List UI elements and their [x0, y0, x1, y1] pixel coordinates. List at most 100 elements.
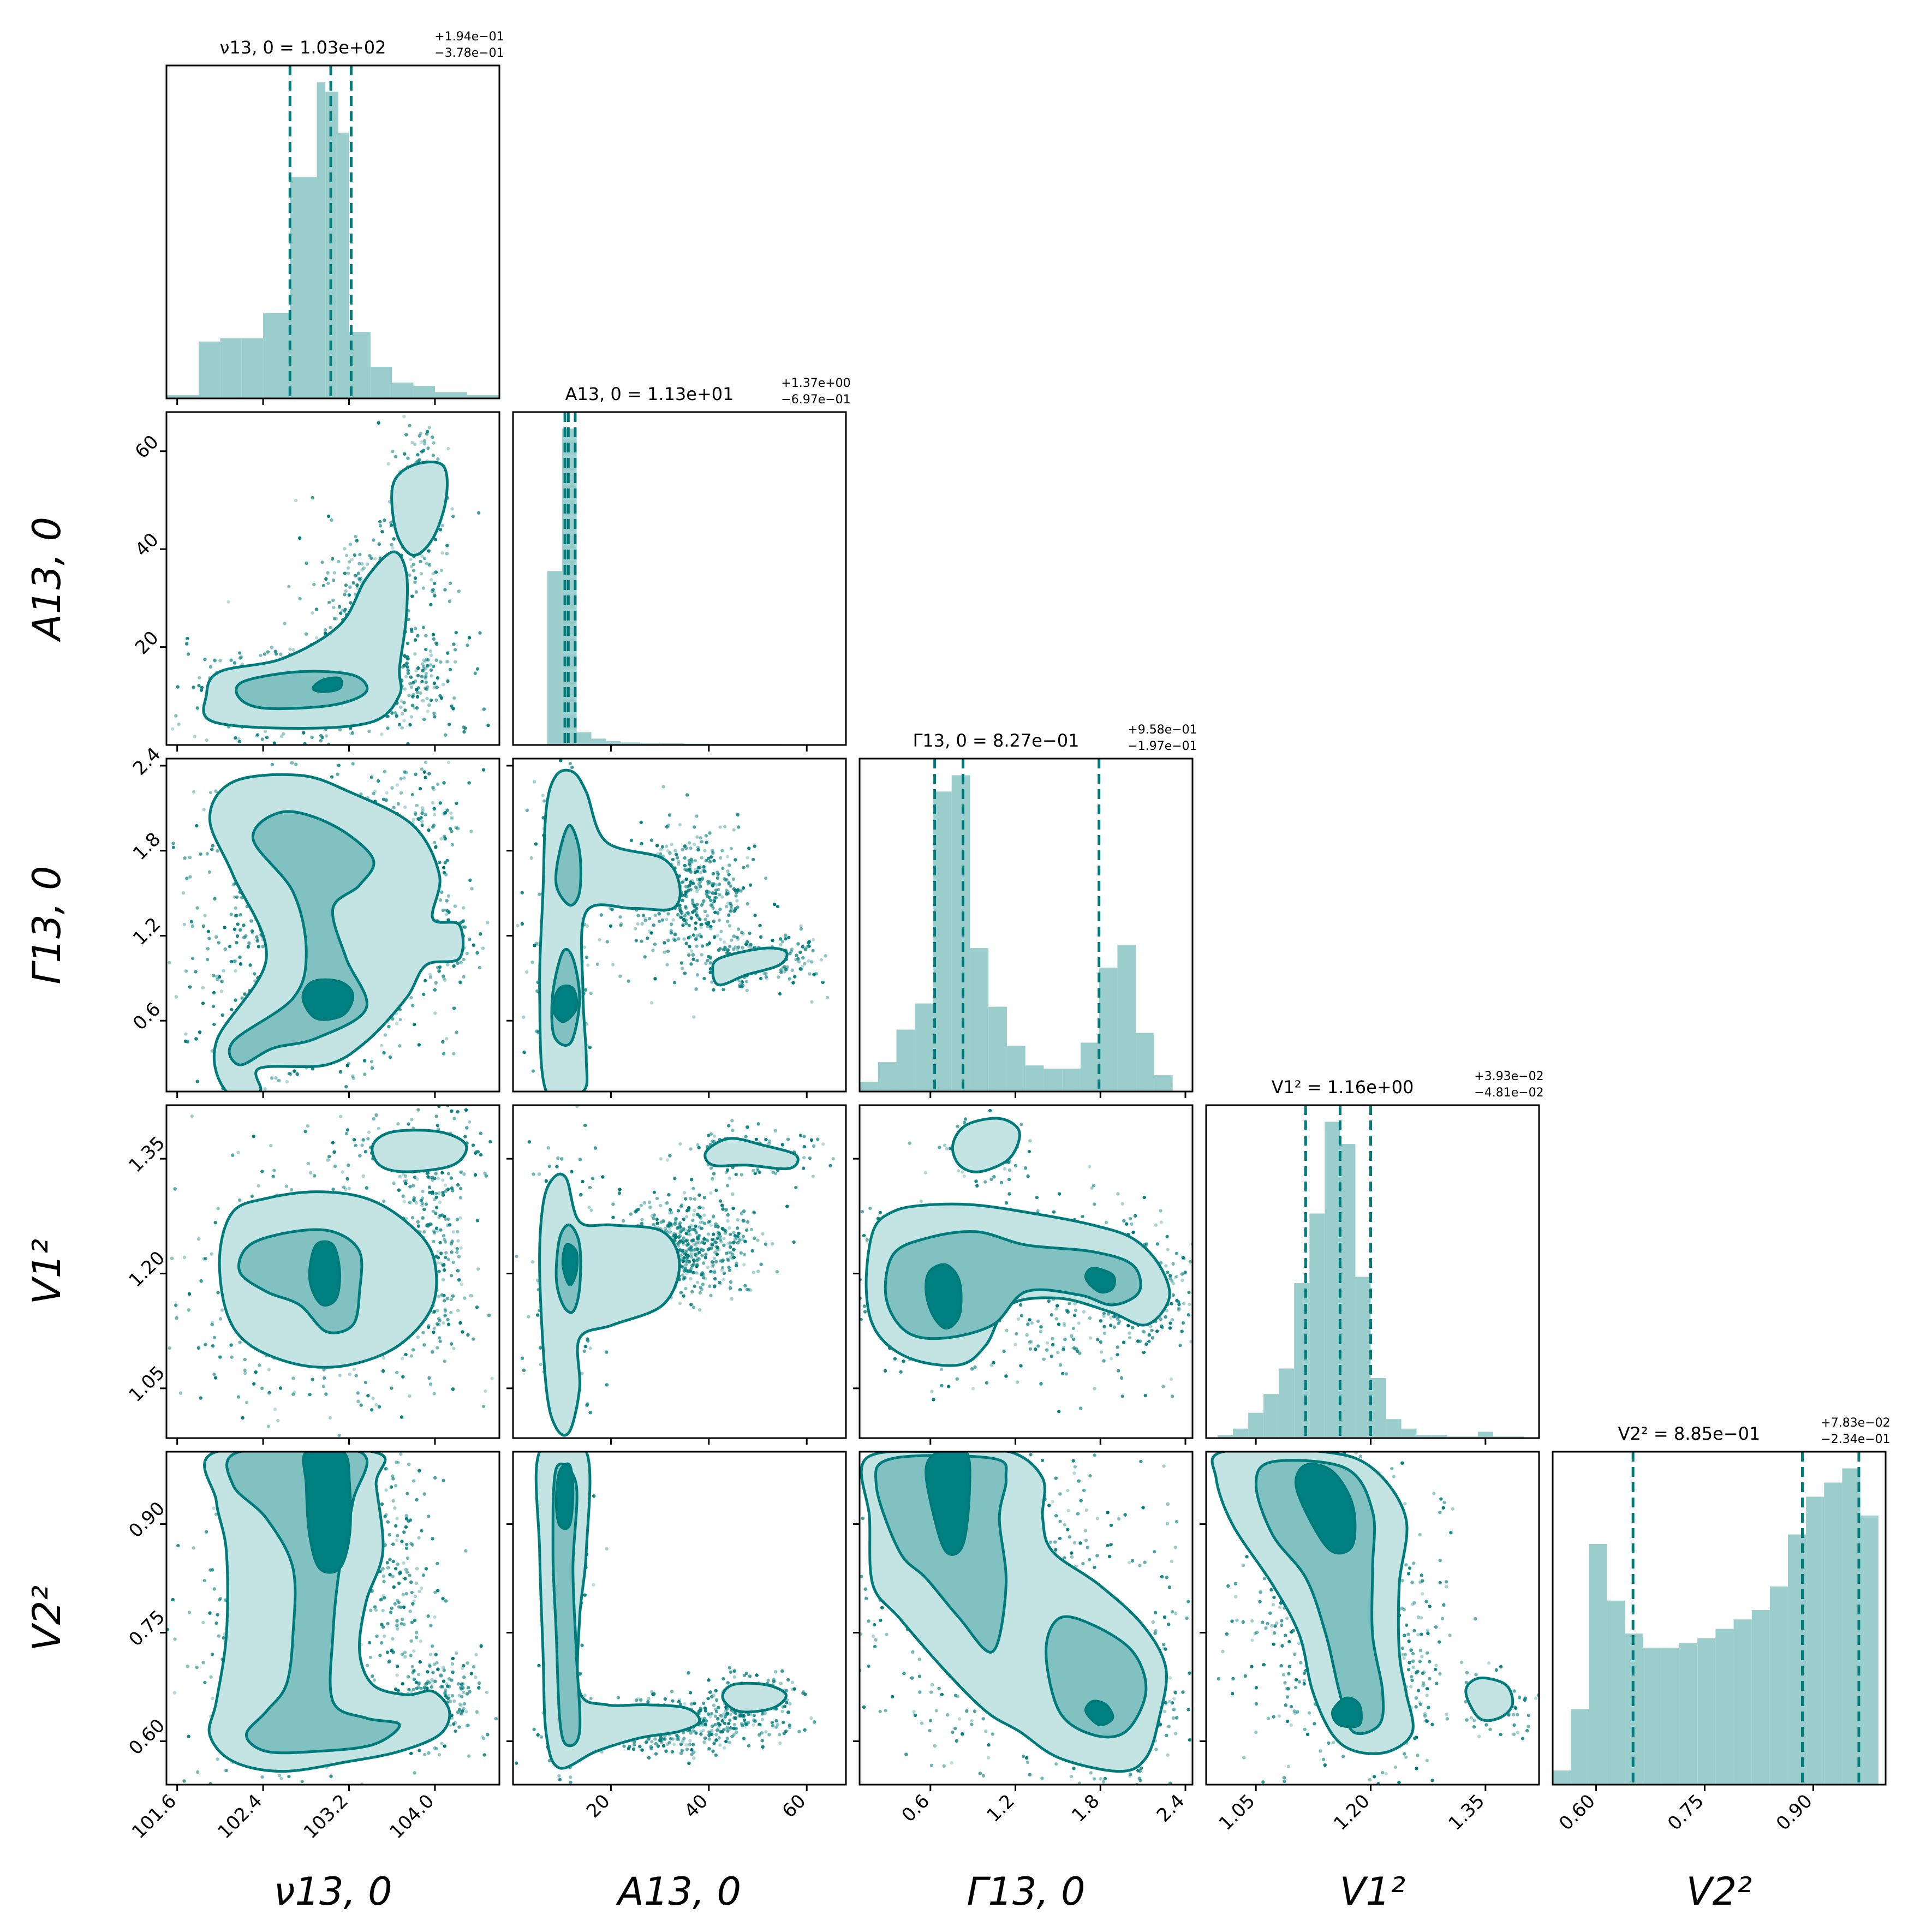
sample-point: [344, 1187, 348, 1191]
sample-point: [732, 828, 736, 832]
sample-point: [751, 857, 755, 862]
sample-point: [643, 919, 647, 922]
sample-point: [745, 1287, 749, 1291]
sample-point: [546, 1146, 550, 1150]
sample-point: [582, 945, 587, 949]
sample-point: [184, 969, 188, 973]
sample-point: [420, 811, 424, 815]
sample-point: [709, 855, 713, 859]
sample-point: [679, 909, 683, 913]
sample-point: [721, 866, 725, 870]
sample-point: [409, 715, 414, 719]
sample-point: [756, 1269, 760, 1273]
sample-point: [700, 1226, 703, 1231]
sample-point: [738, 1238, 742, 1242]
sample-point: [771, 938, 774, 943]
sample-point: [692, 1015, 696, 1019]
sample-point: [428, 663, 432, 667]
sample-point: [448, 581, 452, 585]
sample-point: [431, 454, 435, 457]
sample-point: [360, 562, 364, 566]
sample-point: [693, 842, 696, 846]
sample-point: [785, 965, 789, 969]
sample-point: [369, 556, 373, 560]
sample-point: [391, 1017, 395, 1021]
sample-point: [930, 1390, 934, 1393]
panel-3-0: 1.051.201.35: [124, 1104, 500, 1445]
sample-point: [389, 523, 393, 527]
sample-point: [666, 938, 670, 943]
sample-point: [441, 683, 445, 687]
sample-point: [377, 1126, 381, 1130]
sample-point: [695, 1263, 699, 1267]
sample-point: [731, 1192, 735, 1196]
sample-point: [726, 1258, 730, 1262]
sample-point: [677, 1235, 681, 1239]
sample-point: [332, 617, 337, 621]
sample-point: [737, 979, 741, 983]
sample-point: [678, 823, 682, 827]
sample-point: [429, 653, 433, 657]
sample-point: [304, 632, 308, 636]
sample-point: [413, 638, 418, 642]
sample-point: [533, 944, 536, 947]
sample-point: [665, 1201, 669, 1205]
sample-point: [665, 1158, 670, 1162]
sample-point: [446, 1187, 450, 1191]
sample-point: [732, 1248, 736, 1252]
sample-point: [412, 1184, 415, 1188]
sample-point: [168, 961, 171, 965]
sample-point: [753, 1171, 757, 1176]
sample-point: [351, 581, 355, 585]
sample-point: [687, 841, 691, 845]
sample-point: [403, 770, 407, 774]
sample-point: [611, 1202, 615, 1206]
sample-point: [347, 1062, 351, 1066]
sample-point: [684, 1231, 688, 1236]
sample-point: [731, 1128, 735, 1132]
sample-point: [685, 793, 689, 797]
sample-point: [229, 913, 233, 916]
sample-point: [682, 1191, 687, 1195]
sample-point: [726, 920, 730, 923]
sample-point: [195, 706, 199, 710]
sample-point: [655, 1196, 659, 1201]
sample-point: [326, 571, 330, 575]
sample-point: [451, 1294, 455, 1298]
sample-point: [436, 676, 440, 680]
sample-point: [212, 1372, 216, 1376]
sample-point: [205, 852, 209, 856]
sample-point: [436, 782, 440, 786]
sample-point: [684, 890, 688, 894]
sample-point: [642, 1201, 646, 1205]
sample-point: [355, 583, 359, 587]
sample-point: [263, 1087, 267, 1091]
sample-point: [250, 929, 254, 933]
sample-point: [456, 1309, 460, 1313]
sample-point: [385, 791, 389, 795]
panel-frame: [165, 64, 500, 399]
sample-point: [700, 877, 705, 881]
y-tick-label: 60: [131, 431, 163, 463]
sample-point: [767, 1142, 771, 1146]
sample-point: [481, 946, 485, 950]
sample-point: [775, 1270, 779, 1274]
sample-point: [410, 440, 414, 445]
sample-point: [695, 890, 699, 893]
sample-point: [406, 456, 410, 460]
sample-point: [706, 856, 711, 861]
sample-point: [270, 646, 274, 649]
sample-point: [331, 1141, 335, 1144]
sample-point: [330, 557, 335, 561]
sample-point: [728, 1226, 731, 1230]
sample-point: [741, 1219, 745, 1223]
sample-point: [367, 729, 371, 734]
sample-point: [539, 1362, 542, 1367]
sample-point: [610, 908, 614, 911]
sample-point: [693, 1197, 697, 1201]
hist-bar: [467, 395, 499, 398]
sample-point: [811, 938, 815, 941]
sample-point: [657, 912, 661, 916]
sample-point: [422, 556, 427, 560]
sample-point: [437, 1295, 441, 1298]
